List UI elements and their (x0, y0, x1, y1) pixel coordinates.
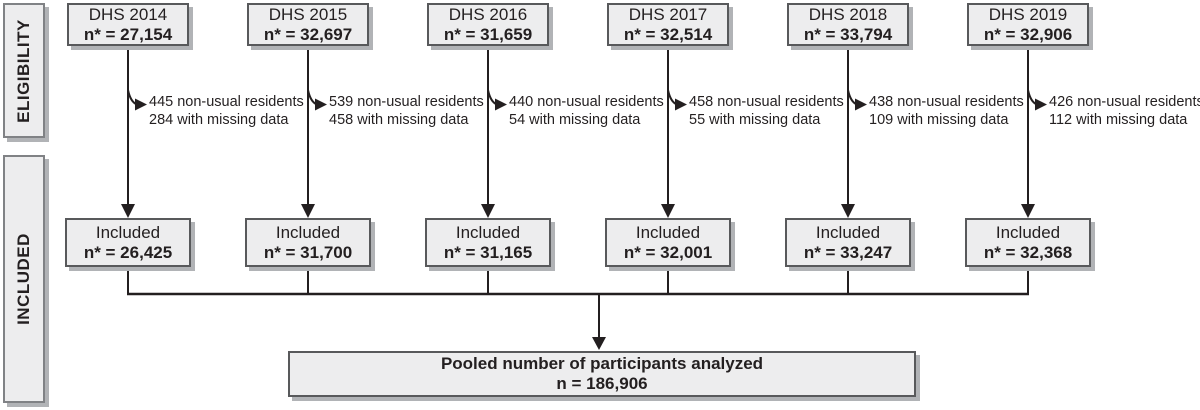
included-label: Included (455, 222, 521, 242)
survey-box: DHS 2019 n* = 32,906 (967, 3, 1089, 46)
included-box: Included n* = 32,001 (605, 218, 731, 267)
pooled-n: n = 186,906 (556, 374, 648, 393)
survey-title: DHS 2019 (988, 4, 1068, 24)
survey-title: DHS 2014 (88, 4, 168, 24)
stage-label-included: INCLUDED (14, 233, 33, 325)
included-label: Included (275, 222, 341, 242)
survey-box: DHS 2015 n* = 32,697 (247, 3, 369, 46)
pooled-title: Pooled number of participants analyzed (440, 354, 764, 373)
excluded-line1: 440 non-usual residents (509, 94, 664, 110)
included-n: n* = 32,368 (983, 242, 1073, 262)
excluded-line1: 426 non-usual residents (1049, 94, 1200, 110)
survey-title: DHS 2017 (628, 4, 708, 24)
stage-label-eligibility: ELIGIBILITY (14, 18, 34, 123)
included-n: n* = 33,247 (803, 242, 893, 262)
survey-box: DHS 2016 n* = 31,659 (427, 3, 549, 46)
included-label: Included (815, 222, 881, 242)
excluded-line2: 54 with missing data (509, 112, 641, 128)
pooled-box: Pooled number of participants analyzed n… (288, 351, 916, 397)
included-n: n* = 32,001 (623, 242, 713, 262)
included-box: Included n* = 31,700 (245, 218, 371, 267)
survey-box: DHS 2014 n* = 27,154 (67, 3, 189, 46)
excluded-note: 426 non-usual residents 112 with missing… (1049, 93, 1200, 129)
survey-box: DHS 2018 n* = 33,794 (787, 3, 909, 46)
excluded-line1: 445 non-usual residents (149, 94, 304, 110)
included-label: Included (635, 222, 701, 242)
pooled-connector-arrow (127, 292, 1029, 350)
included-n: n* = 31,165 (443, 242, 533, 262)
included-label: Included (95, 222, 161, 242)
survey-n: n* = 31,659 (443, 24, 533, 44)
included-box: Included n* = 26,425 (65, 218, 191, 267)
excluded-line2: 55 with missing data (689, 112, 821, 128)
excluded-note: 438 non-usual residents 109 with missing… (869, 93, 1024, 129)
excluded-line1: 458 non-usual residents (689, 94, 844, 110)
excluded-line2: 458 with missing data (329, 112, 469, 128)
excluded-line2: 109 with missing data (869, 112, 1009, 128)
excluded-line2: 284 with missing data (149, 112, 289, 128)
stage-box-eligibility: ELIGIBILITY (3, 3, 45, 138)
excluded-note: 539 non-usual residents 458 with missing… (329, 93, 484, 129)
included-box: Included n* = 31,165 (425, 218, 551, 267)
survey-title: DHS 2016 (448, 4, 528, 24)
excluded-line1: 539 non-usual residents (329, 94, 484, 110)
survey-n: n* = 33,794 (803, 24, 893, 44)
excluded-line1: 438 non-usual residents (869, 94, 1024, 110)
included-label: Included (995, 222, 1061, 242)
survey-title: DHS 2018 (808, 4, 888, 24)
excluded-note: 458 non-usual residents 55 with missing … (689, 93, 844, 129)
included-n: n* = 26,425 (83, 242, 173, 262)
survey-n: n* = 32,906 (983, 24, 1073, 44)
survey-n: n* = 32,514 (623, 24, 713, 44)
survey-n: n* = 27,154 (83, 24, 173, 44)
survey-n: n* = 32,697 (263, 24, 353, 44)
included-box: Included n* = 33,247 (785, 218, 911, 267)
stage-box-included: INCLUDED (3, 155, 45, 403)
excluded-note: 440 non-usual residents 54 with missing … (509, 93, 664, 129)
survey-box: DHS 2017 n* = 32,514 (607, 3, 729, 46)
excluded-line2: 112 with missing data (1049, 112, 1188, 128)
included-n: n* = 31,700 (263, 242, 353, 262)
included-box: Included n* = 32,368 (965, 218, 1091, 267)
survey-title: DHS 2015 (268, 4, 348, 24)
excluded-note: 445 non-usual residents 284 with missing… (149, 93, 304, 129)
